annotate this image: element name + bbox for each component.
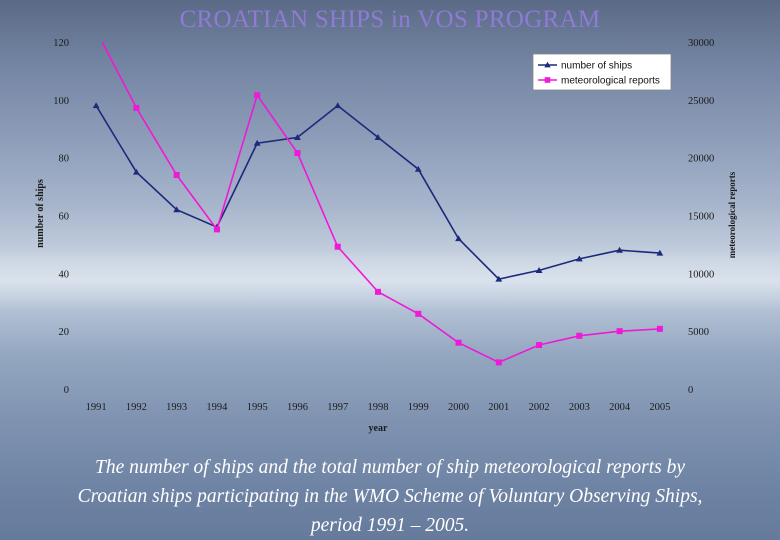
x-tick-label: 1998 xyxy=(368,402,389,413)
x-tick-label: 1995 xyxy=(247,402,268,413)
y-right-tick-label: 10000 xyxy=(688,269,714,280)
series-2-point xyxy=(173,172,180,179)
x-tick-label: 1997 xyxy=(327,402,348,413)
x-tick-label: 1994 xyxy=(206,402,228,413)
x-tick-label: 1991 xyxy=(86,402,107,413)
series-2-point xyxy=(375,288,381,295)
series-line-1 xyxy=(95,104,660,280)
series-2-point xyxy=(254,92,261,99)
y-right-tick-label: 25000 xyxy=(688,96,714,107)
series-2-point xyxy=(616,328,623,335)
series-1-point xyxy=(173,206,181,213)
y-right-tick-label: 20000 xyxy=(688,154,714,165)
x-tick-label: 2002 xyxy=(529,402,550,413)
series-1-point xyxy=(414,165,422,172)
y-left-tick-label: 60 xyxy=(59,212,70,223)
series-1-point xyxy=(253,139,261,146)
x-tick-label: 2001 xyxy=(488,402,509,413)
series-2-point xyxy=(576,332,583,339)
x-tick-label: 1992 xyxy=(126,402,147,413)
series-1-point xyxy=(656,249,664,256)
series-1-point xyxy=(575,255,583,262)
series-1-point xyxy=(535,267,543,273)
y-left-tick-label: 20 xyxy=(59,327,70,338)
series-1-point xyxy=(92,102,100,109)
legend-triangle-marker xyxy=(544,61,551,68)
y-right-axis-label: meteorological reports xyxy=(727,171,737,258)
x-tick-label: 1999 xyxy=(408,402,429,413)
y-left-tick-label: 80 xyxy=(59,154,70,165)
series-1-point xyxy=(294,134,301,140)
series-1-point xyxy=(616,246,623,253)
series-2-point xyxy=(334,243,341,250)
series-1-point xyxy=(334,102,342,109)
x-tick-label: 1993 xyxy=(166,402,187,413)
y-right-tick-label: 30000 xyxy=(688,38,714,49)
y-left-tick-label: 120 xyxy=(53,38,69,49)
series-2-point xyxy=(294,150,301,157)
series-2-point xyxy=(415,310,422,317)
y-right-tick-label: 15000 xyxy=(688,212,714,223)
series-2-point xyxy=(455,339,462,346)
x-tick-label: 2000 xyxy=(448,402,469,413)
x-tick-label: 2004 xyxy=(609,402,631,413)
legend-label: meteorological reports xyxy=(561,76,660,87)
chart-title: CROATIAN SHIPS in VOS PROGRAM xyxy=(179,6,601,33)
y-left-tick-label: 0 xyxy=(64,385,69,396)
series-1-point xyxy=(374,134,382,140)
legend-label: number of ships xyxy=(561,61,632,72)
series-2-point xyxy=(495,359,502,366)
legend-square-marker xyxy=(544,77,551,83)
series-2-point xyxy=(656,325,663,332)
series-1-point xyxy=(133,168,140,175)
x-tick-label: 2005 xyxy=(649,402,670,413)
x-tick-label: 1996 xyxy=(287,402,308,413)
series-2-point xyxy=(536,342,543,349)
series-2-point xyxy=(133,104,140,111)
series-1-point xyxy=(495,275,503,282)
series-1-point xyxy=(455,235,462,242)
x-tick-label: 2003 xyxy=(569,402,590,413)
series-2-point xyxy=(213,226,220,233)
legend-box xyxy=(532,53,672,91)
y-right-tick-label: 5000 xyxy=(688,327,709,338)
y-left-tick-label: 100 xyxy=(53,96,69,107)
y-right-tick-label: 0 xyxy=(688,385,693,396)
y-left-tick-label: 40 xyxy=(59,269,70,280)
y-left-axis-label: number of ships xyxy=(35,179,46,248)
x-axis-label: year xyxy=(369,423,388,434)
figure-caption: The number of ships and the total number… xyxy=(77,457,703,536)
